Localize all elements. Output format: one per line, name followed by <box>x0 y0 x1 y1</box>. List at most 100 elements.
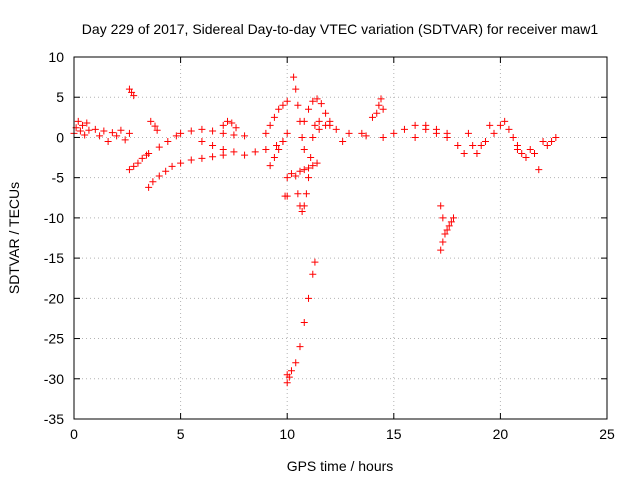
x-tick-label: 15 <box>386 426 402 442</box>
data-point <box>548 137 556 145</box>
y-tick-label: -5 <box>52 170 65 186</box>
data-point <box>287 170 295 178</box>
data-point <box>460 150 468 158</box>
data-point <box>300 318 308 326</box>
series-arc13 <box>283 159 321 182</box>
y-tick-label: -10 <box>44 210 64 226</box>
data-point <box>241 151 249 159</box>
data-point <box>373 109 381 117</box>
data-point <box>287 367 295 375</box>
data-point <box>125 166 133 174</box>
data-point <box>232 124 240 132</box>
data-point <box>437 246 445 254</box>
data-point <box>285 373 293 381</box>
data-point <box>145 183 153 191</box>
data-point <box>296 343 304 351</box>
data-point <box>358 129 366 137</box>
data-point <box>439 214 447 222</box>
y-tick-label: -30 <box>44 371 64 387</box>
data-point <box>121 136 129 144</box>
data-point <box>539 137 547 145</box>
data-point <box>113 132 121 140</box>
data-point <box>326 117 334 125</box>
data-point <box>275 105 283 113</box>
data-point <box>513 141 521 149</box>
data-point <box>305 174 313 182</box>
data-point <box>296 167 304 175</box>
data-point <box>307 154 315 162</box>
tick-labels: 0 5 10 15 20 25 10 5 0 -5 -10 -15 -20 -25 -30 -35 <box>44 49 615 442</box>
data-point <box>209 141 217 149</box>
data-point <box>322 121 330 129</box>
data-point <box>473 150 481 158</box>
data-point <box>300 202 308 210</box>
data-point <box>219 146 227 154</box>
data-point <box>490 129 498 137</box>
data-point <box>198 154 206 162</box>
data-point <box>177 159 185 167</box>
data-point <box>147 117 155 125</box>
data-point <box>130 162 138 170</box>
data-point <box>464 129 472 137</box>
data-point <box>469 141 477 149</box>
y-axis-label: SDTVAR / TECUs <box>6 182 22 294</box>
data-point <box>311 258 319 266</box>
data-point <box>309 133 317 141</box>
x-axis-label: GPS time / hours <box>287 458 394 474</box>
data-point <box>187 156 195 164</box>
data-point <box>505 125 513 133</box>
series-arc16 <box>300 95 334 129</box>
data-point <box>266 162 274 170</box>
series-arc1 <box>70 117 93 139</box>
y-tick-label: 10 <box>48 49 64 65</box>
data-point <box>454 141 462 149</box>
data-point <box>117 126 125 134</box>
data-point <box>209 127 217 135</box>
data-point <box>300 146 308 154</box>
data-point <box>377 95 385 103</box>
data-point <box>283 174 291 182</box>
data-point <box>273 141 281 149</box>
data-point <box>543 141 551 149</box>
data-point <box>526 146 534 154</box>
data-point <box>298 133 306 141</box>
data-point <box>339 137 347 145</box>
data-point <box>362 132 370 140</box>
x-tick-label: 20 <box>493 426 509 442</box>
data-point <box>294 190 302 198</box>
data-point <box>228 119 236 127</box>
series-arc15 <box>294 117 323 215</box>
data-point <box>266 121 274 129</box>
data-point <box>300 166 308 174</box>
data-point <box>441 230 449 238</box>
series-arc12 <box>281 192 291 200</box>
grid <box>74 57 607 419</box>
data-point <box>283 129 291 137</box>
data-point <box>283 379 291 387</box>
data-point <box>153 126 161 134</box>
data-point <box>198 125 206 133</box>
data-point <box>283 192 291 200</box>
x-tick-label: 10 <box>279 426 295 442</box>
data-point <box>292 85 300 93</box>
data-point <box>496 121 504 129</box>
y-tick-label: -25 <box>44 331 64 347</box>
data-point <box>400 125 408 133</box>
series-arc23 <box>411 121 451 141</box>
data-point <box>422 121 430 129</box>
data-point <box>501 117 509 125</box>
data-point <box>411 121 419 129</box>
series-arc25 <box>437 202 447 222</box>
data-point <box>311 121 319 129</box>
series-arc30 <box>539 133 560 149</box>
x-tick-label: 5 <box>177 426 185 442</box>
data-point <box>411 133 419 141</box>
plot-frame <box>73 56 608 420</box>
data-point <box>224 117 232 125</box>
data-point <box>315 117 323 125</box>
data-point <box>313 95 321 103</box>
data-point <box>172 132 180 140</box>
data-point <box>270 154 278 162</box>
data-point <box>219 121 227 129</box>
